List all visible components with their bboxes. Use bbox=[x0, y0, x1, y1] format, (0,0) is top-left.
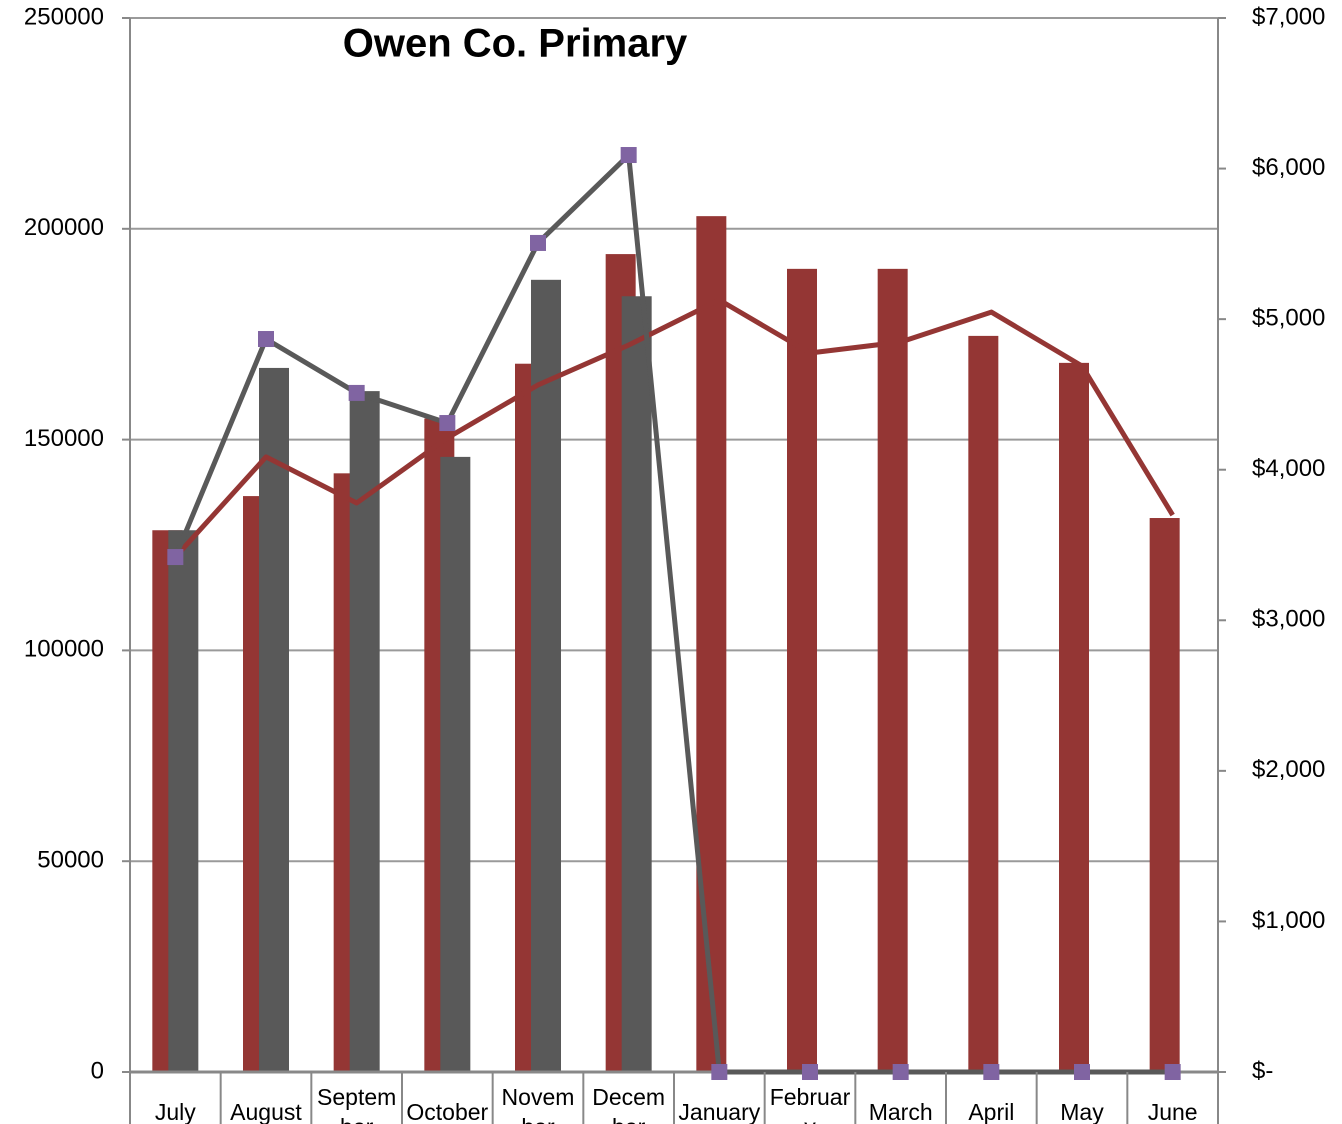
x-tick-label: December bbox=[592, 1084, 666, 1124]
bar bbox=[877, 268, 908, 1072]
x-tick-label: January bbox=[678, 1099, 761, 1124]
bar bbox=[621, 296, 652, 1073]
y2-tick-label: $2,000 bbox=[1252, 756, 1325, 783]
marker bbox=[711, 1064, 728, 1080]
x-tick-label-box: January bbox=[678, 1099, 761, 1124]
y-tick-label: 200000 bbox=[24, 214, 104, 241]
x-tick-label: September bbox=[317, 1084, 397, 1124]
x-tick-label-box: April bbox=[968, 1099, 1015, 1124]
bar bbox=[168, 530, 199, 1072]
y-tick-label: 100000 bbox=[24, 636, 104, 663]
x-tick-label-box: October bbox=[406, 1099, 489, 1124]
line bbox=[173, 297, 1175, 559]
marker bbox=[892, 1064, 909, 1080]
y2-tick-label: $- bbox=[1252, 1057, 1273, 1084]
bar bbox=[440, 456, 471, 1072]
x-tick-label-box: March bbox=[868, 1099, 933, 1124]
marker bbox=[620, 147, 637, 164]
y-tick-label: 150000 bbox=[24, 425, 104, 452]
chart-title: Owen Co. Primary bbox=[343, 22, 688, 66]
x-tick-label-box: September bbox=[317, 1084, 397, 1124]
x-tick-label: March bbox=[868, 1099, 933, 1124]
y-tick-label: 0 bbox=[91, 1057, 104, 1084]
marker bbox=[1164, 1064, 1181, 1080]
y-tick-label: 50000 bbox=[37, 847, 104, 874]
x-tick-label-box: August bbox=[230, 1099, 302, 1124]
bar bbox=[696, 216, 727, 1073]
y2-tick-label: $3,000 bbox=[1252, 606, 1325, 633]
x-tick-label: October bbox=[406, 1099, 489, 1124]
bar bbox=[531, 279, 561, 1072]
x-tick-label-box: July bbox=[154, 1099, 196, 1124]
x-tick-label-box: November bbox=[501, 1084, 575, 1124]
y2-tick-label: $7,000 bbox=[1252, 3, 1325, 30]
line bbox=[173, 152, 1173, 1075]
marker bbox=[1074, 1064, 1090, 1080]
y2-tick-label: $1,000 bbox=[1252, 907, 1325, 934]
x-tick-label: May bbox=[1060, 1099, 1104, 1124]
marker bbox=[439, 415, 456, 432]
x-tick-label-box: June bbox=[1147, 1099, 1198, 1124]
y2-tick-label: $4,000 bbox=[1252, 455, 1325, 482]
x-tick-label: August bbox=[230, 1099, 302, 1124]
marker bbox=[802, 1064, 818, 1080]
x-tick-label-box: May bbox=[1060, 1099, 1104, 1124]
y-tick-label: 250000 bbox=[24, 3, 104, 30]
y2-tick-label: $5,000 bbox=[1252, 304, 1325, 331]
marker bbox=[258, 331, 274, 348]
marker bbox=[983, 1064, 1000, 1080]
bar bbox=[787, 268, 817, 1072]
x-tick-label-box: December bbox=[592, 1084, 666, 1124]
x-tick-label: November bbox=[501, 1084, 575, 1124]
marker bbox=[530, 234, 546, 251]
bar bbox=[349, 391, 380, 1073]
marker bbox=[167, 549, 184, 566]
x-tick-label: February bbox=[769, 1084, 851, 1124]
x-tick-label: April bbox=[968, 1099, 1015, 1124]
bar bbox=[1059, 362, 1089, 1073]
marker bbox=[348, 384, 365, 401]
bar bbox=[259, 367, 289, 1073]
x-tick-label: July bbox=[154, 1099, 196, 1124]
x-tick-label: June bbox=[1147, 1099, 1198, 1124]
bar bbox=[968, 335, 999, 1072]
y2-tick-label: $6,000 bbox=[1252, 154, 1325, 181]
bar bbox=[1149, 518, 1180, 1072]
x-tick-label-box: February bbox=[769, 1084, 851, 1124]
